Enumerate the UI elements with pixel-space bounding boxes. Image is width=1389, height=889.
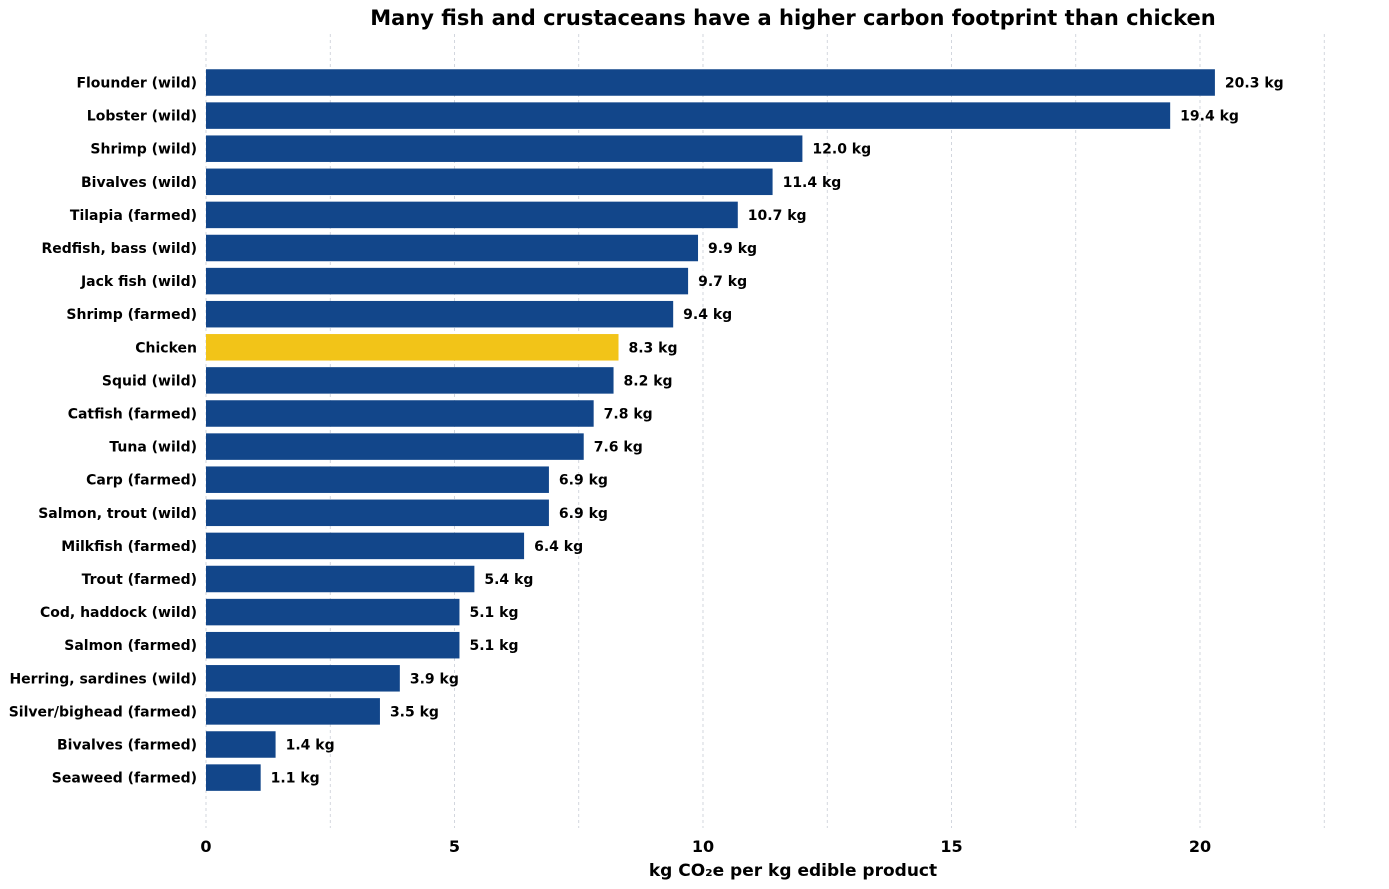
- x-tick-label: 15: [940, 837, 962, 856]
- category-label: Bivalves (wild): [81, 175, 197, 191]
- x-tick-label: 0: [200, 837, 211, 856]
- category-label: Milkfish (farmed): [61, 539, 197, 555]
- value-label: 6.4 kg: [534, 539, 583, 555]
- category-label: Cod, haddock (wild): [40, 605, 197, 621]
- bar: [206, 499, 549, 527]
- category-label: Squid (wild): [102, 373, 197, 389]
- bar: [206, 400, 594, 427]
- value-label: 5.1 kg: [469, 638, 518, 654]
- bar: [206, 698, 380, 725]
- value-label: 1.4 kg: [286, 738, 335, 754]
- category-label: Trout (farmed): [82, 572, 197, 588]
- bar: [206, 631, 460, 659]
- x-axis-title: kg CO₂e per kg edible product: [649, 861, 937, 881]
- value-label: 19.4 kg: [1180, 109, 1239, 125]
- value-labels: 20.3 kg 19.4 kg 12.0 kg 11.4 kg 10.7 kg 9.9 k…: [271, 76, 1284, 787]
- x-tick-label: 10: [692, 837, 714, 856]
- bar: [206, 433, 584, 460]
- category-label: Salmon, trout (wild): [38, 506, 197, 522]
- category-label: Salmon (farmed): [64, 638, 197, 654]
- value-label: 3.9 kg: [410, 671, 459, 687]
- category-label: Jack fish (wild): [80, 274, 197, 290]
- category-label: Silver/bighead (farmed): [9, 704, 197, 720]
- category-labels: Flounder (wild) Lobster (wild) Shrimp (wil…: [9, 76, 197, 787]
- value-label: 5.4 kg: [484, 572, 533, 588]
- bar: [206, 731, 276, 758]
- value-label: 8.3 kg: [629, 340, 678, 356]
- category-label: Lobster (wild): [87, 109, 197, 125]
- chart-title: Many fish and crustaceans have a higher …: [370, 6, 1216, 30]
- value-label: 3.5 kg: [390, 704, 439, 720]
- bar: [206, 665, 400, 692]
- value-label: 12.0 kg: [812, 142, 871, 158]
- bar: [206, 598, 460, 626]
- value-label: 20.3 kg: [1225, 76, 1284, 92]
- value-label: 9.9 kg: [708, 241, 757, 257]
- value-label: 8.2 kg: [624, 373, 673, 389]
- value-label: 11.4 kg: [783, 175, 842, 191]
- bar: [206, 168, 773, 196]
- x-tick-labels: 0 5 10 15 20: [200, 837, 1211, 856]
- x-tick-label: 5: [449, 837, 460, 856]
- bar: [206, 334, 619, 361]
- bar: [206, 234, 699, 262]
- grid-lines: [205, 34, 1325, 828]
- bar: [206, 300, 674, 328]
- bar: [206, 135, 803, 162]
- bar: [206, 532, 525, 560]
- category-label: Redfish, bass (wild): [41, 241, 197, 257]
- category-label: Bivalves (farmed): [57, 738, 197, 754]
- bar: [206, 201, 738, 229]
- value-label: 5.1 kg: [469, 605, 518, 621]
- category-label: Carp (farmed): [86, 473, 197, 489]
- value-label: 1.1 kg: [271, 771, 320, 787]
- category-label: Shrimp (wild): [90, 142, 197, 158]
- bar: [206, 565, 475, 593]
- value-label: 7.8 kg: [604, 407, 653, 423]
- category-label: Flounder (wild): [76, 76, 197, 92]
- bar: [206, 367, 614, 394]
- bar: [206, 102, 1171, 129]
- value-label: 9.4 kg: [683, 307, 732, 323]
- category-label: Tilapia (farmed): [70, 208, 197, 224]
- x-tick-label: 20: [1189, 837, 1211, 856]
- value-label: 6.9 kg: [559, 473, 608, 489]
- category-label: Catfish (farmed): [68, 407, 197, 423]
- category-label: Shrimp (farmed): [66, 307, 197, 323]
- bar: [206, 267, 689, 295]
- category-label: Chicken: [135, 340, 197, 356]
- category-label: Seaweed (farmed): [52, 771, 197, 787]
- category-label: Tuna (wild): [109, 440, 197, 456]
- category-label: Herring, sardines (wild): [9, 671, 197, 687]
- bar: [206, 466, 549, 493]
- value-label: 9.7 kg: [698, 274, 747, 290]
- bar: [206, 69, 1215, 96]
- value-label: 10.7 kg: [748, 208, 807, 224]
- value-label: 6.9 kg: [559, 506, 608, 522]
- bars: [206, 69, 1215, 791]
- bar: [206, 764, 261, 791]
- value-label: 7.6 kg: [594, 440, 643, 456]
